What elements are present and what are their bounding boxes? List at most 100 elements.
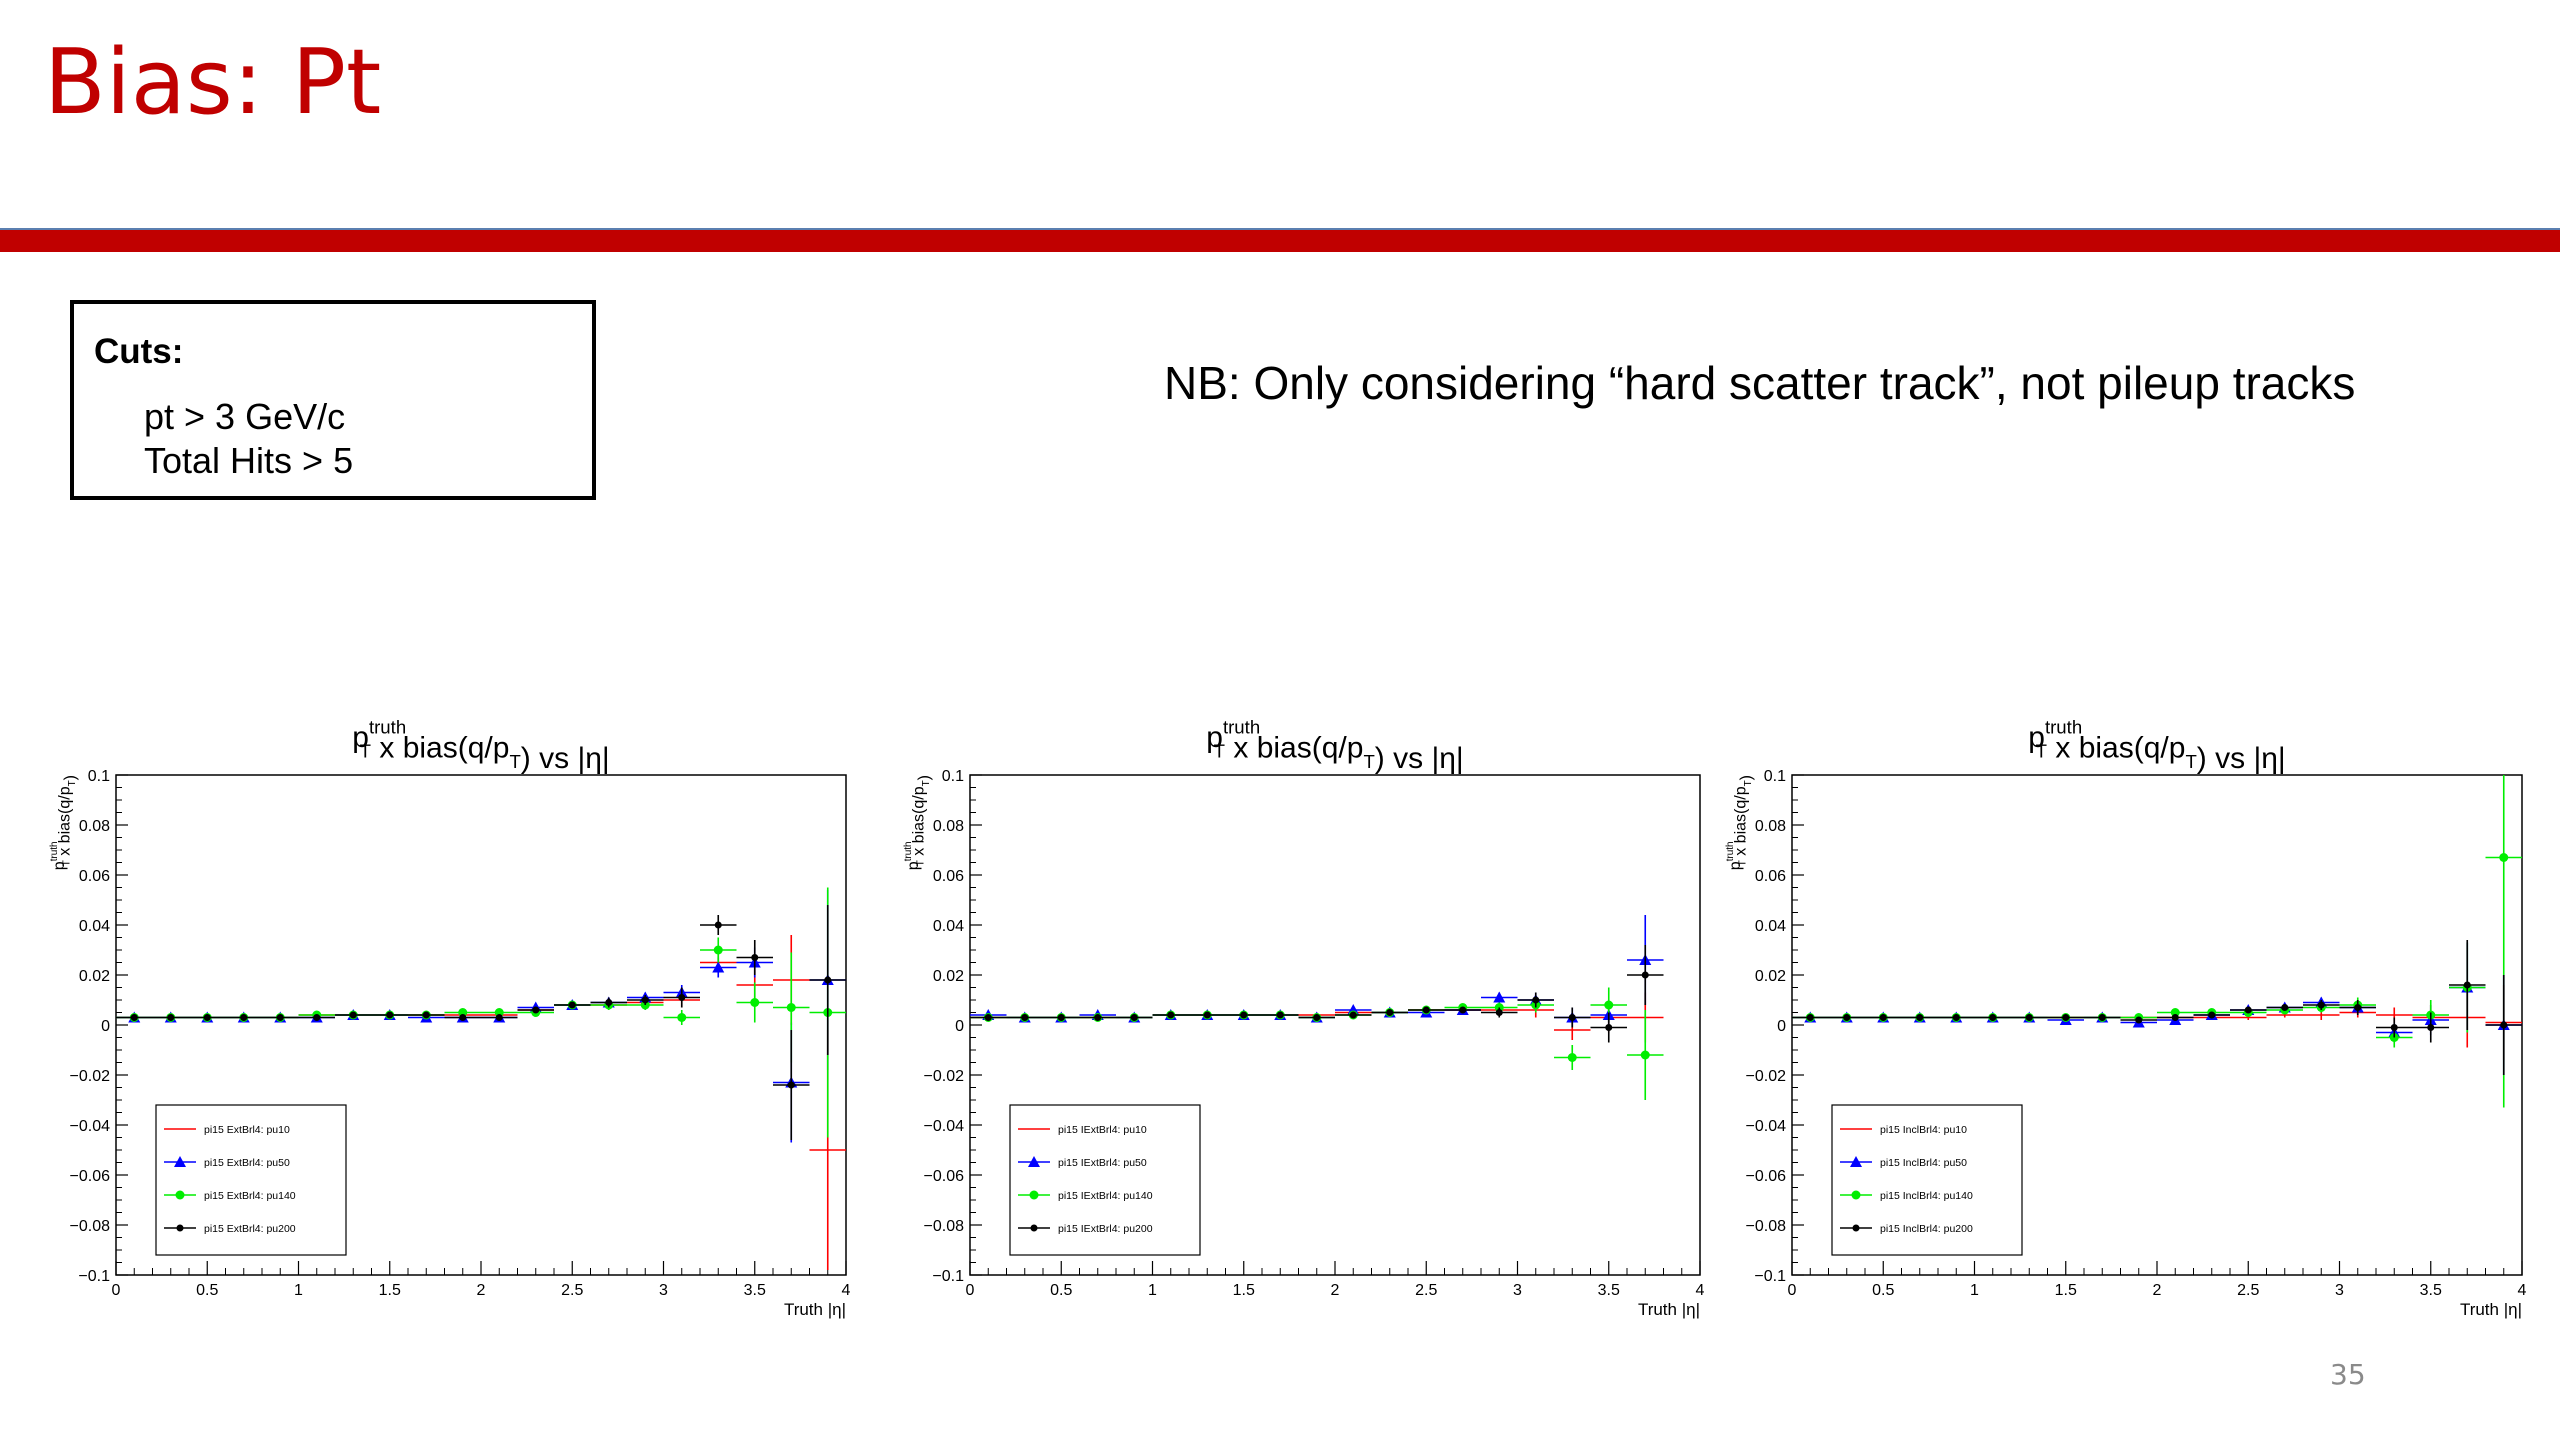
- x-tick-label: 2.5: [2237, 1282, 2259, 1299]
- data-point: [1989, 1014, 1997, 1021]
- data-point: [750, 998, 760, 1007]
- x-tick-label: 3: [659, 1282, 668, 1299]
- data-point: [240, 1014, 248, 1021]
- data-point: [824, 976, 832, 984]
- data-point: [2025, 1014, 2033, 1021]
- y-tick-label: −0.06: [70, 1168, 111, 1185]
- y-tick-label: 0: [955, 1018, 964, 1035]
- slide-title: Bias: Pt: [44, 30, 382, 135]
- x-tick-label: 2: [477, 1282, 486, 1299]
- chart-title: ptruth T x bias(q/pT) vs |η|: [352, 717, 609, 776]
- data-point: [2500, 1021, 2508, 1029]
- y-tick-label: −0.1: [932, 1268, 964, 1285]
- x-tick-label: 0.5: [196, 1282, 218, 1299]
- data-point: [2062, 1014, 2070, 1021]
- legend-label: pi15 IExtBrl4: pu50: [1058, 1157, 1147, 1169]
- y-tick-label: 0.08: [79, 818, 110, 835]
- data-point: [2208, 1011, 2216, 1019]
- data-point: [1640, 1050, 1650, 1060]
- data-point: [1952, 1014, 1960, 1021]
- legend-box: [155, 1104, 347, 1256]
- legend-box: [1009, 1104, 1201, 1256]
- x-tick-label: 1.5: [1233, 1282, 1255, 1299]
- data-point: [1567, 1053, 1577, 1062]
- data-point: [313, 1014, 321, 1021]
- x-tick-label: 2.5: [561, 1282, 583, 1299]
- x-tick-label: 1: [1970, 1282, 1979, 1299]
- data-point: [494, 1008, 504, 1017]
- bias-plot-extbrl4: ptruth T x bias(q/pT) vs |η| −0.1 −0.08 −0.0…: [49, 717, 851, 1320]
- cuts-title: Cuts:: [94, 332, 184, 371]
- x-axis-label: Truth |η|: [1638, 1300, 1700, 1319]
- data-point: [2317, 1001, 2325, 1009]
- data-point: [2171, 1014, 2179, 1021]
- data-point: [1879, 1014, 1887, 1021]
- data-point: [459, 1014, 467, 1021]
- x-tick-label: 4: [842, 1282, 851, 1299]
- y-tick-label: 0.08: [933, 818, 964, 835]
- data-point: [984, 1014, 992, 1021]
- legend-marker: [1850, 1156, 1862, 1167]
- legend-label: pi15 IExtBrl4: pu200: [1058, 1223, 1153, 1235]
- y-tick-label: −0.08: [924, 1218, 965, 1235]
- y-tick-label: −0.1: [1754, 1268, 1786, 1285]
- data-point: [2427, 1024, 2435, 1031]
- legend-label: pi15 ExtBrl4: pu200: [204, 1223, 296, 1235]
- y-tick-label: 0: [101, 1018, 110, 1035]
- cuts-box: Cuts: pt > 3 GeV/c Total Hits > 5: [70, 300, 596, 500]
- series-2: [970, 987, 1664, 1100]
- data-point: [1349, 1011, 1357, 1019]
- data-point: [2390, 1024, 2398, 1031]
- y-tick-label: −0.02: [70, 1068, 111, 1085]
- data-point: [1313, 1014, 1321, 1021]
- series-2: [1792, 775, 2522, 1108]
- y-axis-label: ptruthT x bias(q/pT): [903, 775, 933, 870]
- y-tick-label: 0.1: [88, 768, 110, 785]
- data-point: [751, 954, 759, 961]
- y-tick-label: 0.02: [79, 968, 110, 985]
- data-point: [167, 1014, 175, 1021]
- y-tick-label: −0.04: [70, 1118, 111, 1135]
- data-point: [1459, 1006, 1467, 1014]
- chart-title: ptruth T x bias(q/pT) vs |η|: [2028, 717, 2285, 776]
- data-point: [1422, 1006, 1430, 1014]
- legend-marker: [175, 1190, 185, 1200]
- data-point: [678, 994, 686, 1001]
- y-tick-label: −0.02: [1746, 1068, 1787, 1085]
- y-tick-label: 0.06: [933, 868, 964, 885]
- x-tick-label: 1: [294, 1282, 303, 1299]
- data-point: [1057, 1014, 1065, 1021]
- data-point: [1493, 991, 1506, 1003]
- y-tick-label: −0.06: [924, 1168, 965, 1185]
- data-point: [787, 1081, 795, 1089]
- y-tick-label: 0: [1777, 1018, 1786, 1035]
- legend-label: pi15 ExtBrl4: pu10: [204, 1124, 290, 1136]
- y-tick-label: 0.06: [1755, 868, 1786, 885]
- data-point: [605, 999, 613, 1006]
- data-point: [386, 1011, 394, 1019]
- x-tick-label: 4: [2518, 1282, 2527, 1299]
- y-axis-label: ptruthT x bias(q/pT): [1725, 775, 1755, 870]
- legend-marker: [1030, 1224, 1038, 1232]
- x-tick-label: 3: [2335, 1282, 2344, 1299]
- y-tick-label: 0.06: [79, 868, 110, 885]
- data-point: [568, 1001, 576, 1009]
- data-point: [641, 996, 649, 1004]
- data-point: [786, 1003, 796, 1012]
- legend-label: pi15 IExtBrl4: pu140: [1058, 1190, 1153, 1202]
- data-point: [1021, 1014, 1029, 1021]
- x-tick-label: 1.5: [379, 1282, 401, 1299]
- y-tick-label: −0.04: [1746, 1118, 1787, 1135]
- legend-marker: [176, 1224, 184, 1232]
- data-point: [458, 1008, 468, 1017]
- x-tick-label: 1.5: [2055, 1282, 2077, 1299]
- legend-label: pi15 InclBrl4: pu200: [1880, 1223, 1973, 1235]
- data-point: [2098, 1014, 2106, 1021]
- series-3: [116, 905, 846, 1140]
- legend-label: pi15 IExtBrl4: pu10: [1058, 1124, 1147, 1136]
- x-axis-label: Truth |η|: [784, 1300, 846, 1319]
- data-point: [532, 1006, 540, 1014]
- x-tick-label: 4: [1696, 1282, 1705, 1299]
- y-tick-label: −0.06: [1746, 1168, 1787, 1185]
- data-point: [1276, 1011, 1284, 1019]
